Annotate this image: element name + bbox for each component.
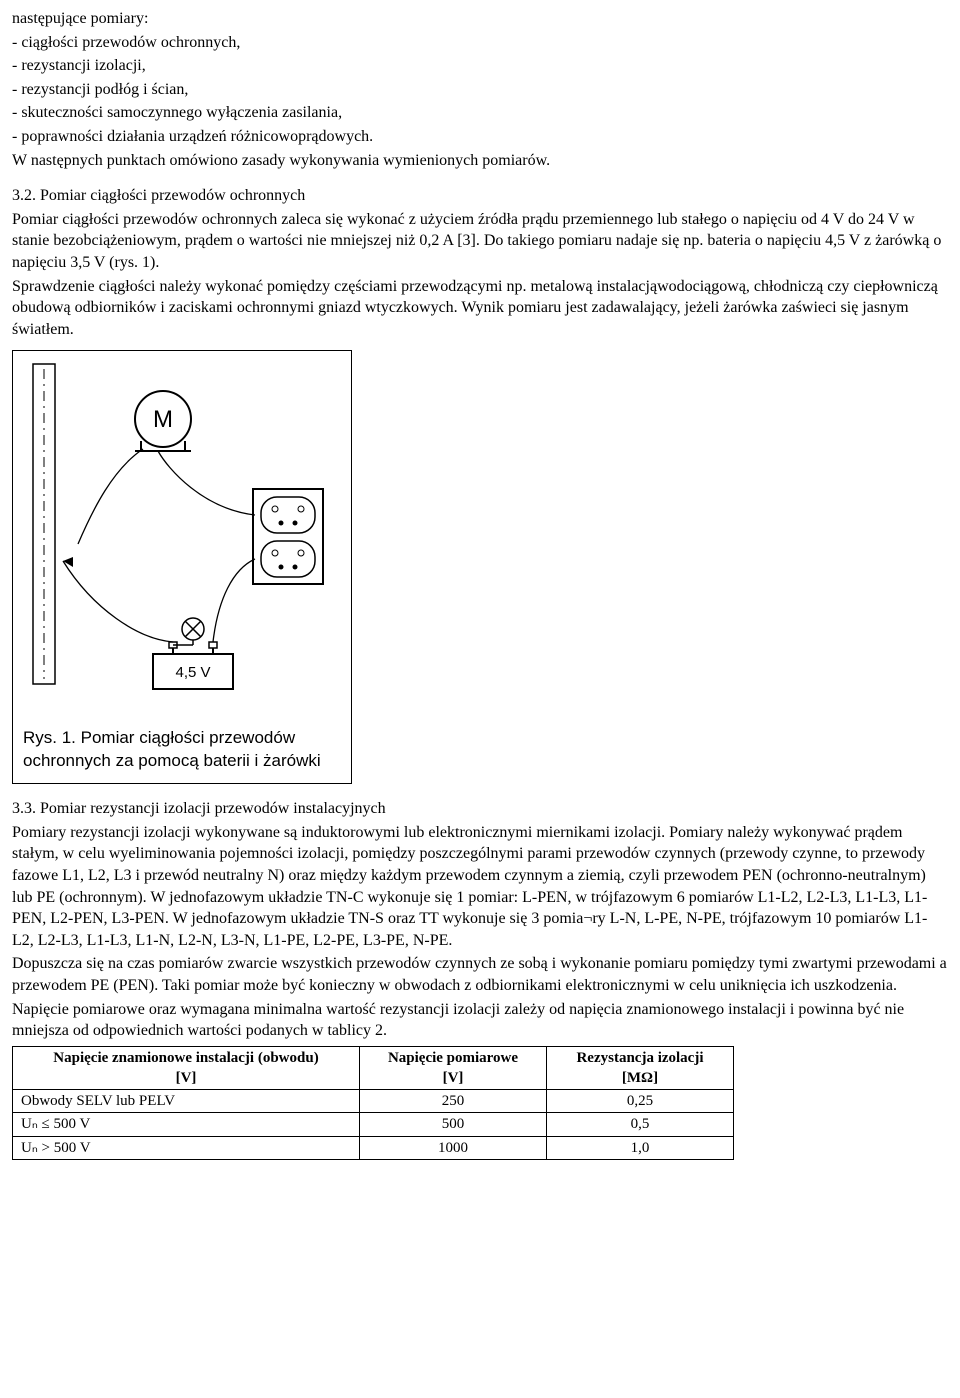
section-3-2-title: 3.2. Pomiar ciągłości przewodów ochronny… — [12, 185, 948, 207]
table-cell: Uₙ ≤ 500 V — [13, 1113, 360, 1136]
table-cell: 0,25 — [547, 1090, 734, 1113]
table-row: Obwody SELV lub PELV 250 0,25 — [13, 1090, 734, 1113]
figure-1-diagram: M 4,5 V — [23, 359, 343, 719]
intro-item: - rezystancji izolacji, — [12, 55, 948, 77]
table-2: Napięcie znamionowe instalacji (obwodu)[… — [12, 1046, 734, 1160]
figure-1: M 4,5 V Rys. 1. Pomiar ciągłośc — [12, 350, 352, 784]
table-row: Uₙ > 500 V 1000 1,0 — [13, 1136, 734, 1159]
section-3-3-title: 3.3. Pomiar rezystancji izolacji przewod… — [12, 798, 948, 820]
table-cell: 1,0 — [547, 1136, 734, 1159]
section-3-2-p2: Sprawdzenie ciągłości należy wykonać pom… — [12, 276, 948, 341]
table-col-header: Napięcie pomiarowe[V] — [360, 1046, 547, 1090]
table-header-row: Napięcie znamionowe instalacji (obwodu)[… — [13, 1046, 734, 1090]
section-3-2-p1: Pomiar ciągłości przewodów ochronnych za… — [12, 209, 948, 274]
section-3-3-p1: Pomiary rezystancji izolacji wykonywane … — [12, 822, 948, 952]
table-cell: 1000 — [360, 1136, 547, 1159]
intro-item: - ciągłości przewodów ochronnych, — [12, 32, 948, 54]
table-row: Uₙ ≤ 500 V 500 0,5 — [13, 1113, 734, 1136]
table-col-header: Rezystancja izolacji[MΩ] — [547, 1046, 734, 1090]
intro-item: - skuteczności samoczynnego wyłączenia z… — [12, 102, 948, 124]
section-3-3-p2: Dopuszcza się na czas pomiarów zwarcie w… — [12, 953, 948, 996]
battery-label: 4,5 V — [175, 664, 210, 681]
table-cell: 250 — [360, 1090, 547, 1113]
motor-label: M — [153, 406, 173, 433]
figure-1-caption: Rys. 1. Pomiar ciągłości przewodów ochro… — [23, 727, 341, 773]
intro-item: - poprawności działania urządzeń różnico… — [12, 126, 948, 148]
section-3-3-p3: Napięcie pomiarowe oraz wymagana minimal… — [12, 999, 948, 1042]
intro-tail: W następnych punktach omówiono zasady wy… — [12, 150, 948, 172]
intro-lead: następujące pomiary: — [12, 8, 948, 30]
table-cell: Uₙ > 500 V — [13, 1136, 360, 1159]
table-cell: 500 — [360, 1113, 547, 1136]
table-col-header: Napięcie znamionowe instalacji (obwodu)[… — [13, 1046, 360, 1090]
table-cell: Obwody SELV lub PELV — [13, 1090, 360, 1113]
table-cell: 0,5 — [547, 1113, 734, 1136]
intro-item: - rezystancji podłóg i ścian, — [12, 79, 948, 101]
